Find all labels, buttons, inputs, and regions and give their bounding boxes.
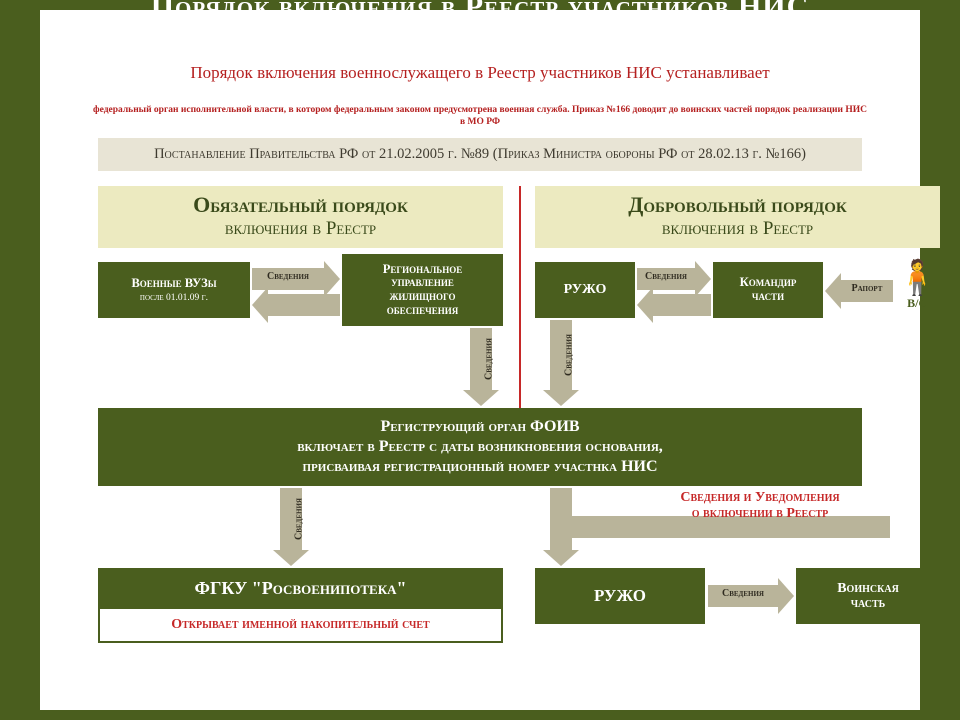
divider-vertical (519, 186, 521, 408)
arrow-central-right-down (550, 538, 572, 550)
category-voluntary-sub: включения в Реестр (539, 218, 936, 240)
box-ruzho-bottom-label: РУЖО (594, 587, 646, 606)
box-military-vuz: Военные ВУЗы после 01.01.09 г. (98, 262, 250, 318)
arrow-soldier-to-cmd: Рапорт (841, 280, 893, 302)
category-voluntary-title: Добровольный порядок (539, 192, 936, 218)
box-military-unit-l2: часть (851, 596, 886, 611)
box-fgku: ФГКУ "Росвоенипотека" Открывает именной … (98, 568, 503, 643)
central-l1: Региструющий орган ФОИВ (98, 417, 862, 437)
canvas: Порядок включения военнослужащего в Реес… (40, 10, 920, 710)
arrow-vuz-to-reg-label: Сведения (252, 271, 324, 282)
arrow-cmd-to-ruzho (653, 294, 711, 316)
soldier-label: В/С (896, 296, 938, 311)
arrow-central-to-fgku: Сведения (280, 488, 302, 550)
arrow-ruzho-to-cmd-label: Сведения (637, 271, 695, 282)
box-regional-dept-l2: управление (391, 276, 454, 290)
central-l2: включает в Реестр с даты возникновения о… (98, 437, 862, 457)
box-military-unit-l1: Воинская (837, 581, 899, 596)
arrow-ruzho-to-unit-label: Сведения (708, 588, 778, 599)
box-fgku-title: ФГКУ "Росвоенипотека" (98, 568, 503, 609)
central-l3: присваивая регистрационный номер участнк… (98, 457, 862, 477)
arrow-reg-to-vuz (268, 294, 340, 316)
box-fgku-subtitle: Открывает именной накопительный счет (98, 609, 503, 643)
arrow-reg-down: Сведения (470, 328, 492, 390)
law-banner: Постанавление Правительства РФ от 21.02.… (98, 138, 862, 171)
box-ruzho-top-label: РУЖО (564, 282, 607, 297)
arrow-ruzho-to-unit: Сведения (708, 585, 778, 607)
arrow-soldier-to-cmd-label: Рапорт (841, 283, 893, 294)
box-commander-l2: части (752, 290, 784, 304)
soldier-icon: 🧍 В/С (896, 262, 938, 311)
red-note-right-l1: Сведения и Уведомления (680, 490, 839, 505)
category-mandatory-title: Обязательный порядок (102, 192, 499, 218)
arrow-ruzho-down: Сведения (550, 320, 572, 390)
box-regional-dept-l4: обеспечения (387, 304, 459, 318)
box-regional-dept: Региональное управление жилищного обеспе… (342, 254, 503, 326)
subtitle-main: Порядок включения военнослужащего в Реес… (90, 62, 870, 83)
red-note-right-l2: о включении в Реестр (692, 506, 828, 521)
box-military-vuz-line2: после 01.01.09 г. (140, 293, 208, 303)
subtitle-small: федеральный орган исполнительной власти,… (90, 105, 870, 129)
box-regional-dept-l3: жилищного (390, 290, 456, 304)
arrow-ruzho-down-label: Сведения (564, 334, 575, 376)
box-central-registry: Региструющий орган ФОИВ включает в Реест… (98, 408, 862, 486)
arrow-reg-down-label: Сведения (484, 338, 495, 380)
box-ruzho-top: РУЖО (535, 262, 635, 318)
arrow-central-to-fgku-label: Сведения (294, 498, 305, 540)
category-voluntary: Добровольный порядок включения в Реестр (535, 186, 940, 248)
box-commander: Командир части (713, 262, 823, 318)
category-mandatory-sub: включения в Реестр (102, 218, 499, 240)
box-commander-l1: Командир (740, 276, 797, 290)
box-regional-dept-l1: Региональное (383, 263, 463, 277)
box-military-vuz-line1: Военные ВУЗы (131, 277, 216, 291)
box-military-unit: Воинская часть (796, 568, 940, 624)
box-ruzho-bottom: РУЖО (535, 568, 705, 624)
category-mandatory: Обязательный порядок включения в Реестр (98, 186, 503, 248)
red-note-right: Сведения и Уведомления о включении в Рее… (600, 490, 920, 522)
